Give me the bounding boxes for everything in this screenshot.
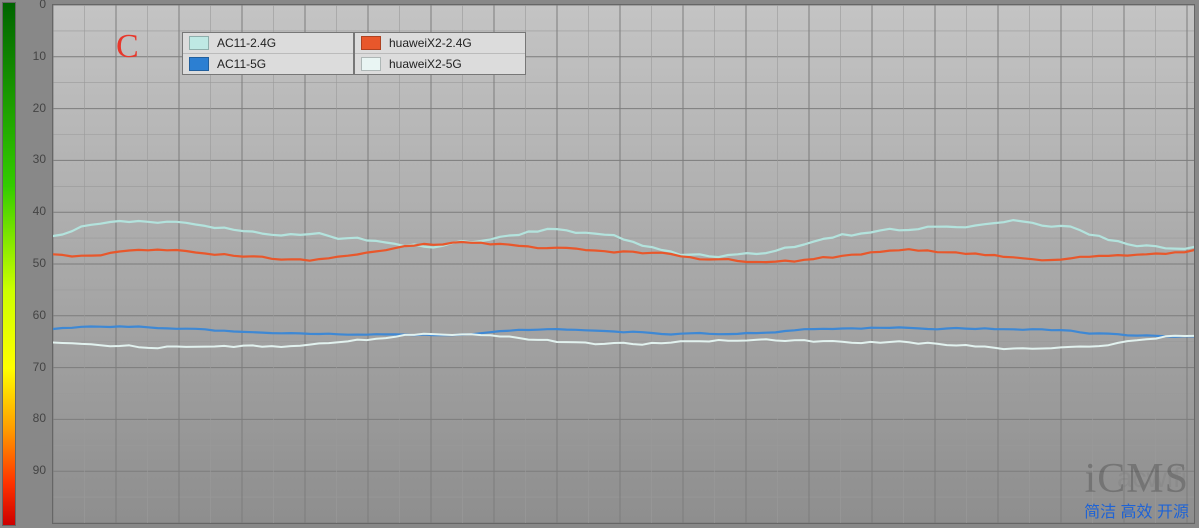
signal-graph-window: 0 10 20 30 40 50 60 70 80 90 C AC11-2.4G AC11-5G h… [0,0,1199,528]
legend-label: AC11-5G [217,57,266,71]
legend-item[interactable]: huaweiX2-2.4G [355,33,525,54]
legend-item[interactable]: AC11-5G [183,54,353,74]
legend-column-2: huaweiX2-2.4G huaweiX2-5G [354,32,526,75]
y-tick-label: 30 [18,152,46,166]
y-tick-label: 10 [18,49,46,63]
legend-label: huaweiX2-2.4G [389,36,472,50]
legend-swatch [189,36,209,50]
y-tick-label: 90 [18,463,46,477]
legend-item[interactable]: huaweiX2-5G [355,54,525,74]
y-tick-label: 50 [18,256,46,270]
y-tick-label: 60 [18,308,46,322]
legend-swatch [361,36,381,50]
legend-swatch [189,57,209,71]
legend: AC11-2.4G AC11-5G huaweiX2-2.4G huaweiX2-5… [182,32,526,75]
legend-item[interactable]: AC11-2.4G [183,33,353,54]
y-tick-label: 20 [18,101,46,115]
legend-label: AC11-2.4G [217,36,276,50]
y-axis-labels: 0 10 20 30 40 50 60 70 80 90 [18,0,50,528]
y-tick-label: 70 [18,360,46,374]
y-tick-label: 40 [18,204,46,218]
y-tick-label: 0 [18,0,46,11]
plot-area [52,4,1195,524]
grid [53,5,1194,523]
plot-svg [53,5,1194,523]
y-tick-label: 80 [18,411,46,425]
legend-label: huaweiX2-5G [389,57,462,71]
legend-swatch [361,57,381,71]
signal-strength-gradient-bar [2,2,16,526]
legend-column-1: AC11-2.4G AC11-5G [182,32,354,75]
location-annotation: C [116,28,139,66]
